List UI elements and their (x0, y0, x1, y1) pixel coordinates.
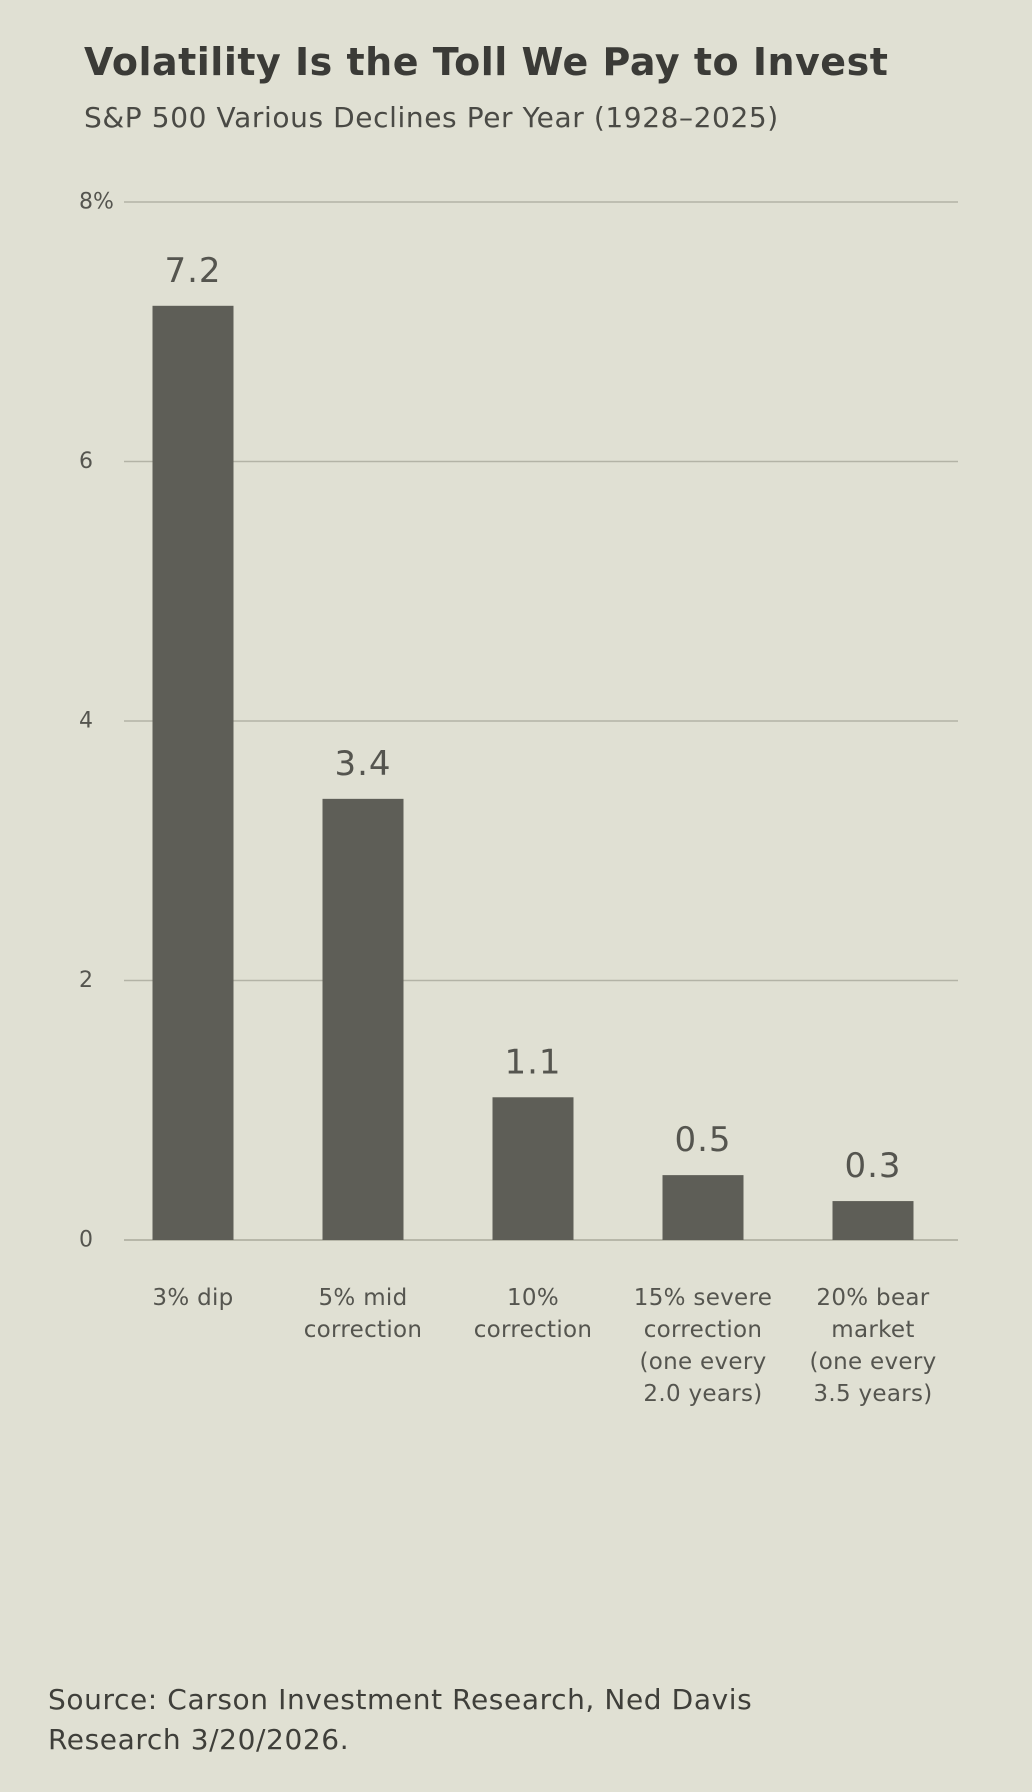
bar (832, 1201, 914, 1240)
category-label: (one every (809, 1349, 936, 1375)
category-label: correction (474, 1317, 593, 1343)
bar-chart: 0 2 4 6 8% 7.2 3.4 1.1 0.5 0.3 3% dip 5% mid corre… (79, 190, 958, 1407)
data-labels: 7.2 3.4 1.1 0.5 0.3 (164, 251, 901, 1186)
source-note: Source: Carson Investment Research, Ned … (48, 1683, 753, 1756)
category-label: 10% (507, 1285, 559, 1311)
category-label: 2.0 years) (643, 1381, 762, 1407)
y-tick-label: 2 (79, 968, 93, 993)
category-label: 3.5 years) (813, 1381, 932, 1407)
data-label: 0.5 (674, 1120, 731, 1160)
bar (662, 1175, 744, 1240)
category-label: market (831, 1317, 914, 1343)
data-label: 7.2 (164, 251, 221, 291)
y-tick-label: 0 (79, 1228, 93, 1253)
category-label: 3% dip (152, 1285, 233, 1311)
y-tick-label: 8% (79, 190, 114, 215)
gridlines (124, 201, 958, 1241)
bar (492, 1097, 574, 1240)
data-label: 1.1 (504, 1042, 561, 1082)
category-label: (one every (639, 1349, 766, 1375)
category-label: correction (304, 1317, 423, 1343)
category-label: 20% bear (816, 1285, 929, 1311)
category-label: 5% mid (319, 1285, 408, 1311)
y-axis-tick-labels: 0 2 4 6 8% (79, 190, 114, 1253)
bar (152, 305, 234, 1240)
bars (152, 305, 914, 1240)
bar (322, 798, 404, 1240)
category-label: correction (644, 1317, 763, 1343)
category-labels: 3% dip 5% mid correction 10% correction 15% s… (152, 1285, 936, 1407)
chart-title: Volatility Is the Toll We Pay to Invest (84, 40, 889, 84)
data-label: 0.3 (844, 1146, 901, 1186)
category-label: 15% severe (634, 1285, 772, 1311)
y-tick-label: 4 (79, 709, 93, 734)
data-label: 3.4 (334, 744, 391, 784)
y-tick-label: 6 (79, 449, 93, 474)
chart-subtitle: S&P 500 Various Declines Per Year (1928–… (84, 101, 779, 134)
